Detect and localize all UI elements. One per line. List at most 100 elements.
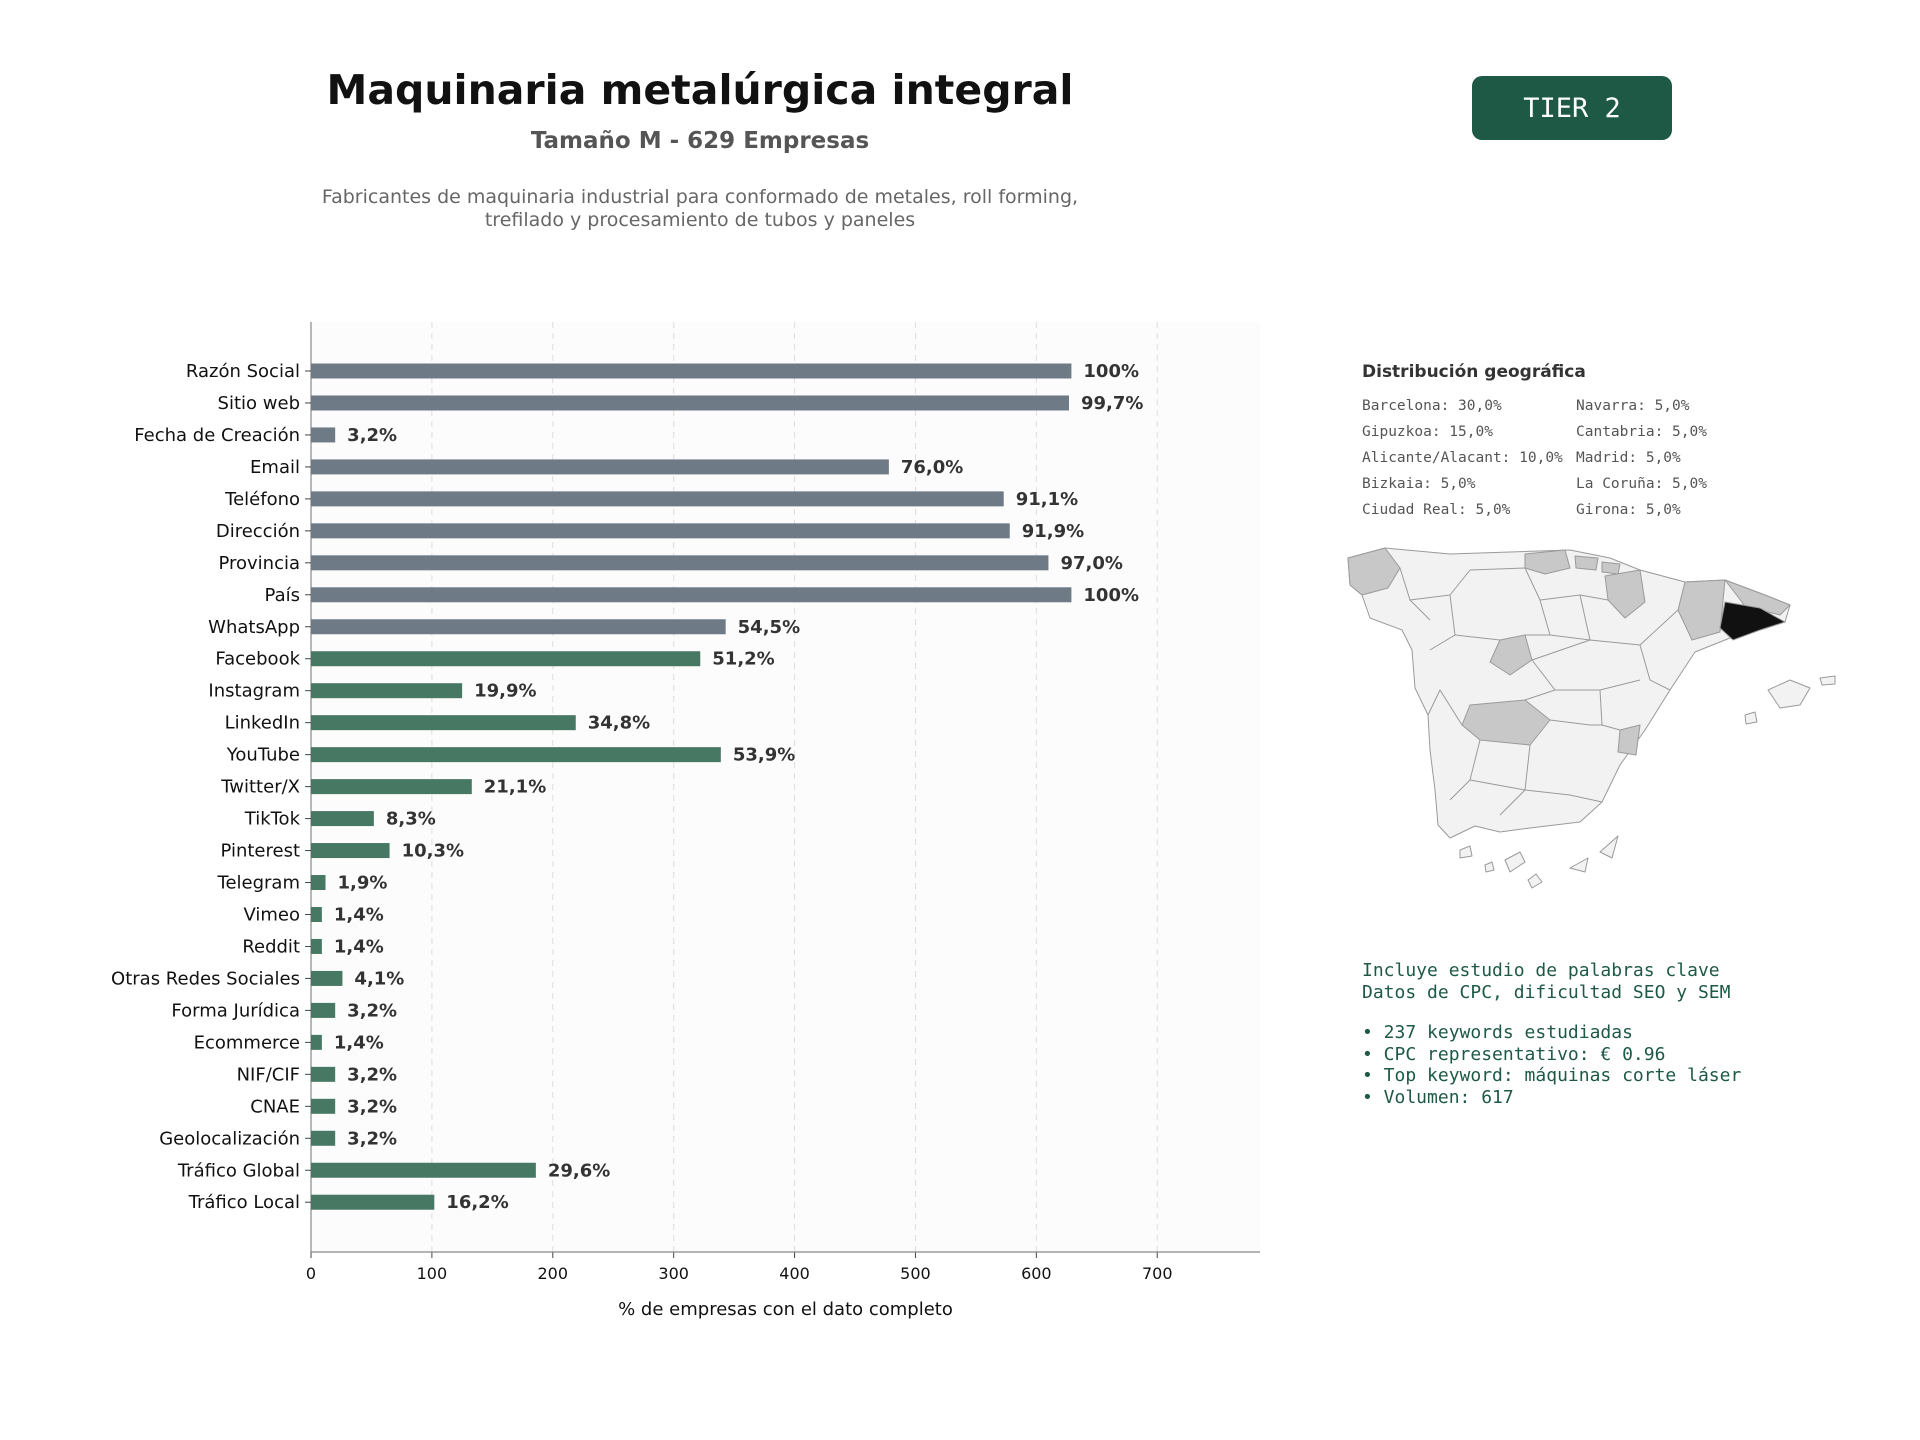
seo-bullet: • Top keyword: máquinas corte láser — [1362, 1065, 1742, 1086]
bar — [311, 779, 472, 795]
x-tick-label: 100 — [417, 1264, 448, 1283]
page-subtitle: Tamaño M - 629 Empresas — [530, 128, 870, 154]
geo-distribution-list: Barcelona: 30,0% Navarra: 5,0% Gipuzkoa:… — [1362, 398, 1722, 520]
map-province-alicante — [1617, 724, 1641, 756]
bar — [311, 651, 701, 667]
category-label: Telegram — [217, 873, 300, 894]
seo-intro-line: Datos de CPC, dificultad SEO y SEM — [1362, 981, 1731, 1003]
data-label: 3,2% — [347, 1096, 397, 1117]
geo-item: Alicante/Alacant: 10,0% — [1362, 450, 1563, 466]
data-label: 53,9% — [733, 745, 795, 766]
geo-item: Girona: 5,0% — [1576, 502, 1681, 518]
bar — [311, 459, 889, 475]
map-mainland — [1347, 547, 1791, 839]
data-label: 1,4% — [334, 904, 384, 925]
map-province-cantabria — [1524, 549, 1571, 575]
category-label: Vimeo — [243, 904, 300, 925]
category-label: Razón Social — [186, 361, 300, 382]
page-title: Maquinaria metalúrgica integral — [326, 66, 1074, 114]
geo-item: Bizkaia: 5,0% — [1362, 476, 1476, 492]
bar — [311, 1066, 336, 1082]
bar — [311, 875, 326, 891]
x-tick-label: 400 — [779, 1264, 810, 1283]
tier-badge: TIER 2 — [1472, 76, 1672, 140]
map-ibiza — [1744, 711, 1758, 725]
category-label: Otras Redes Sociales — [111, 968, 300, 989]
data-label: 100% — [1083, 585, 1139, 606]
geo-item: La Coruña: 5,0% — [1576, 476, 1707, 492]
data-label: 3,2% — [347, 425, 397, 446]
map-province-madrid — [1489, 634, 1533, 676]
map-province-girona — [1724, 579, 1791, 616]
bar — [311, 1034, 322, 1050]
seo-info-box: Incluye estudio de palabras clave Datos … — [1362, 960, 1882, 1108]
data-label: 1,9% — [338, 873, 388, 894]
data-label: 3,2% — [347, 1128, 397, 1149]
category-label: Tráfico Local — [188, 1192, 300, 1213]
x-tick-label: 0 — [306, 1264, 316, 1283]
category-label: Ecommerce — [194, 1032, 300, 1053]
bar — [311, 1162, 536, 1178]
category-label: Pinterest — [220, 841, 300, 862]
bar — [311, 587, 1072, 603]
category-label: Provincia — [218, 553, 300, 574]
category-label: TikTok — [244, 809, 301, 830]
data-label: 97,0% — [1060, 553, 1122, 574]
category-label: Email — [250, 457, 300, 478]
bar — [311, 843, 390, 859]
bar — [311, 811, 374, 827]
map-borders — [1399, 567, 1679, 816]
bar — [311, 1194, 435, 1210]
x-tick-label: 500 — [900, 1264, 931, 1283]
map-canarias — [1459, 835, 1619, 889]
geo-distribution-title: Distribución geográfica — [1362, 362, 1586, 382]
category-label: NIF/CIF — [237, 1064, 300, 1085]
bar — [311, 1002, 336, 1018]
category-label: Tráfico Global — [177, 1160, 300, 1181]
data-label: 91,1% — [1016, 489, 1078, 510]
bar — [311, 427, 336, 443]
data-label: 54,5% — [738, 617, 800, 638]
bar — [311, 395, 1069, 411]
bar — [311, 523, 1010, 539]
map-province-lleida — [1677, 579, 1726, 641]
geo-item: Gipuzkoa: 15,0% — [1362, 424, 1493, 440]
bar — [311, 555, 1049, 571]
category-label: Geolocalización — [159, 1128, 300, 1149]
category-label: CNAE — [250, 1096, 300, 1117]
seo-bullet: • 237 keywords estudiadas — [1362, 1022, 1633, 1043]
bar — [311, 715, 576, 731]
bar — [311, 906, 322, 922]
data-label: 21,1% — [484, 777, 546, 798]
bar — [311, 938, 322, 954]
bar — [311, 970, 343, 986]
map-province-barcelona — [1719, 601, 1786, 641]
completeness-bar-chart: 0 100 200 300 400 500 600 700 Razón Social 100% Si… — [111, 322, 1260, 1320]
category-label: LinkedIn — [225, 713, 300, 734]
x-tick-label: 200 — [538, 1264, 569, 1283]
category-label: Dirección — [216, 521, 300, 542]
data-label: 19,9% — [474, 681, 536, 702]
data-label: 100% — [1083, 361, 1139, 382]
category-label: País — [265, 585, 300, 606]
seo-bullet: • CPC representativo: € 0.96 — [1362, 1043, 1666, 1065]
bar — [311, 683, 463, 699]
x-tick-label: 600 — [1021, 1264, 1052, 1283]
category-label: YouTube — [226, 745, 300, 766]
category-label: Fecha de Creación — [134, 425, 300, 446]
category-label: WhatsApp — [208, 617, 300, 638]
data-label: 3,2% — [347, 1064, 397, 1085]
category-label: Sitio web — [218, 393, 300, 414]
spain-map — [1347, 547, 1836, 889]
category-label: Forma Jurídica — [171, 1000, 300, 1021]
data-label: 51,2% — [712, 649, 774, 670]
data-label: 1,4% — [334, 1032, 384, 1053]
bar — [311, 1130, 336, 1146]
map-province-gipuzkoa — [1601, 561, 1621, 575]
seo-intro-line: Incluye estudio de palabras clave — [1362, 960, 1720, 981]
data-label: 76,0% — [901, 457, 963, 478]
data-label: 34,8% — [588, 713, 650, 734]
bar — [311, 747, 721, 763]
map-province-navarra — [1604, 569, 1646, 619]
data-label: 4,1% — [354, 968, 404, 989]
